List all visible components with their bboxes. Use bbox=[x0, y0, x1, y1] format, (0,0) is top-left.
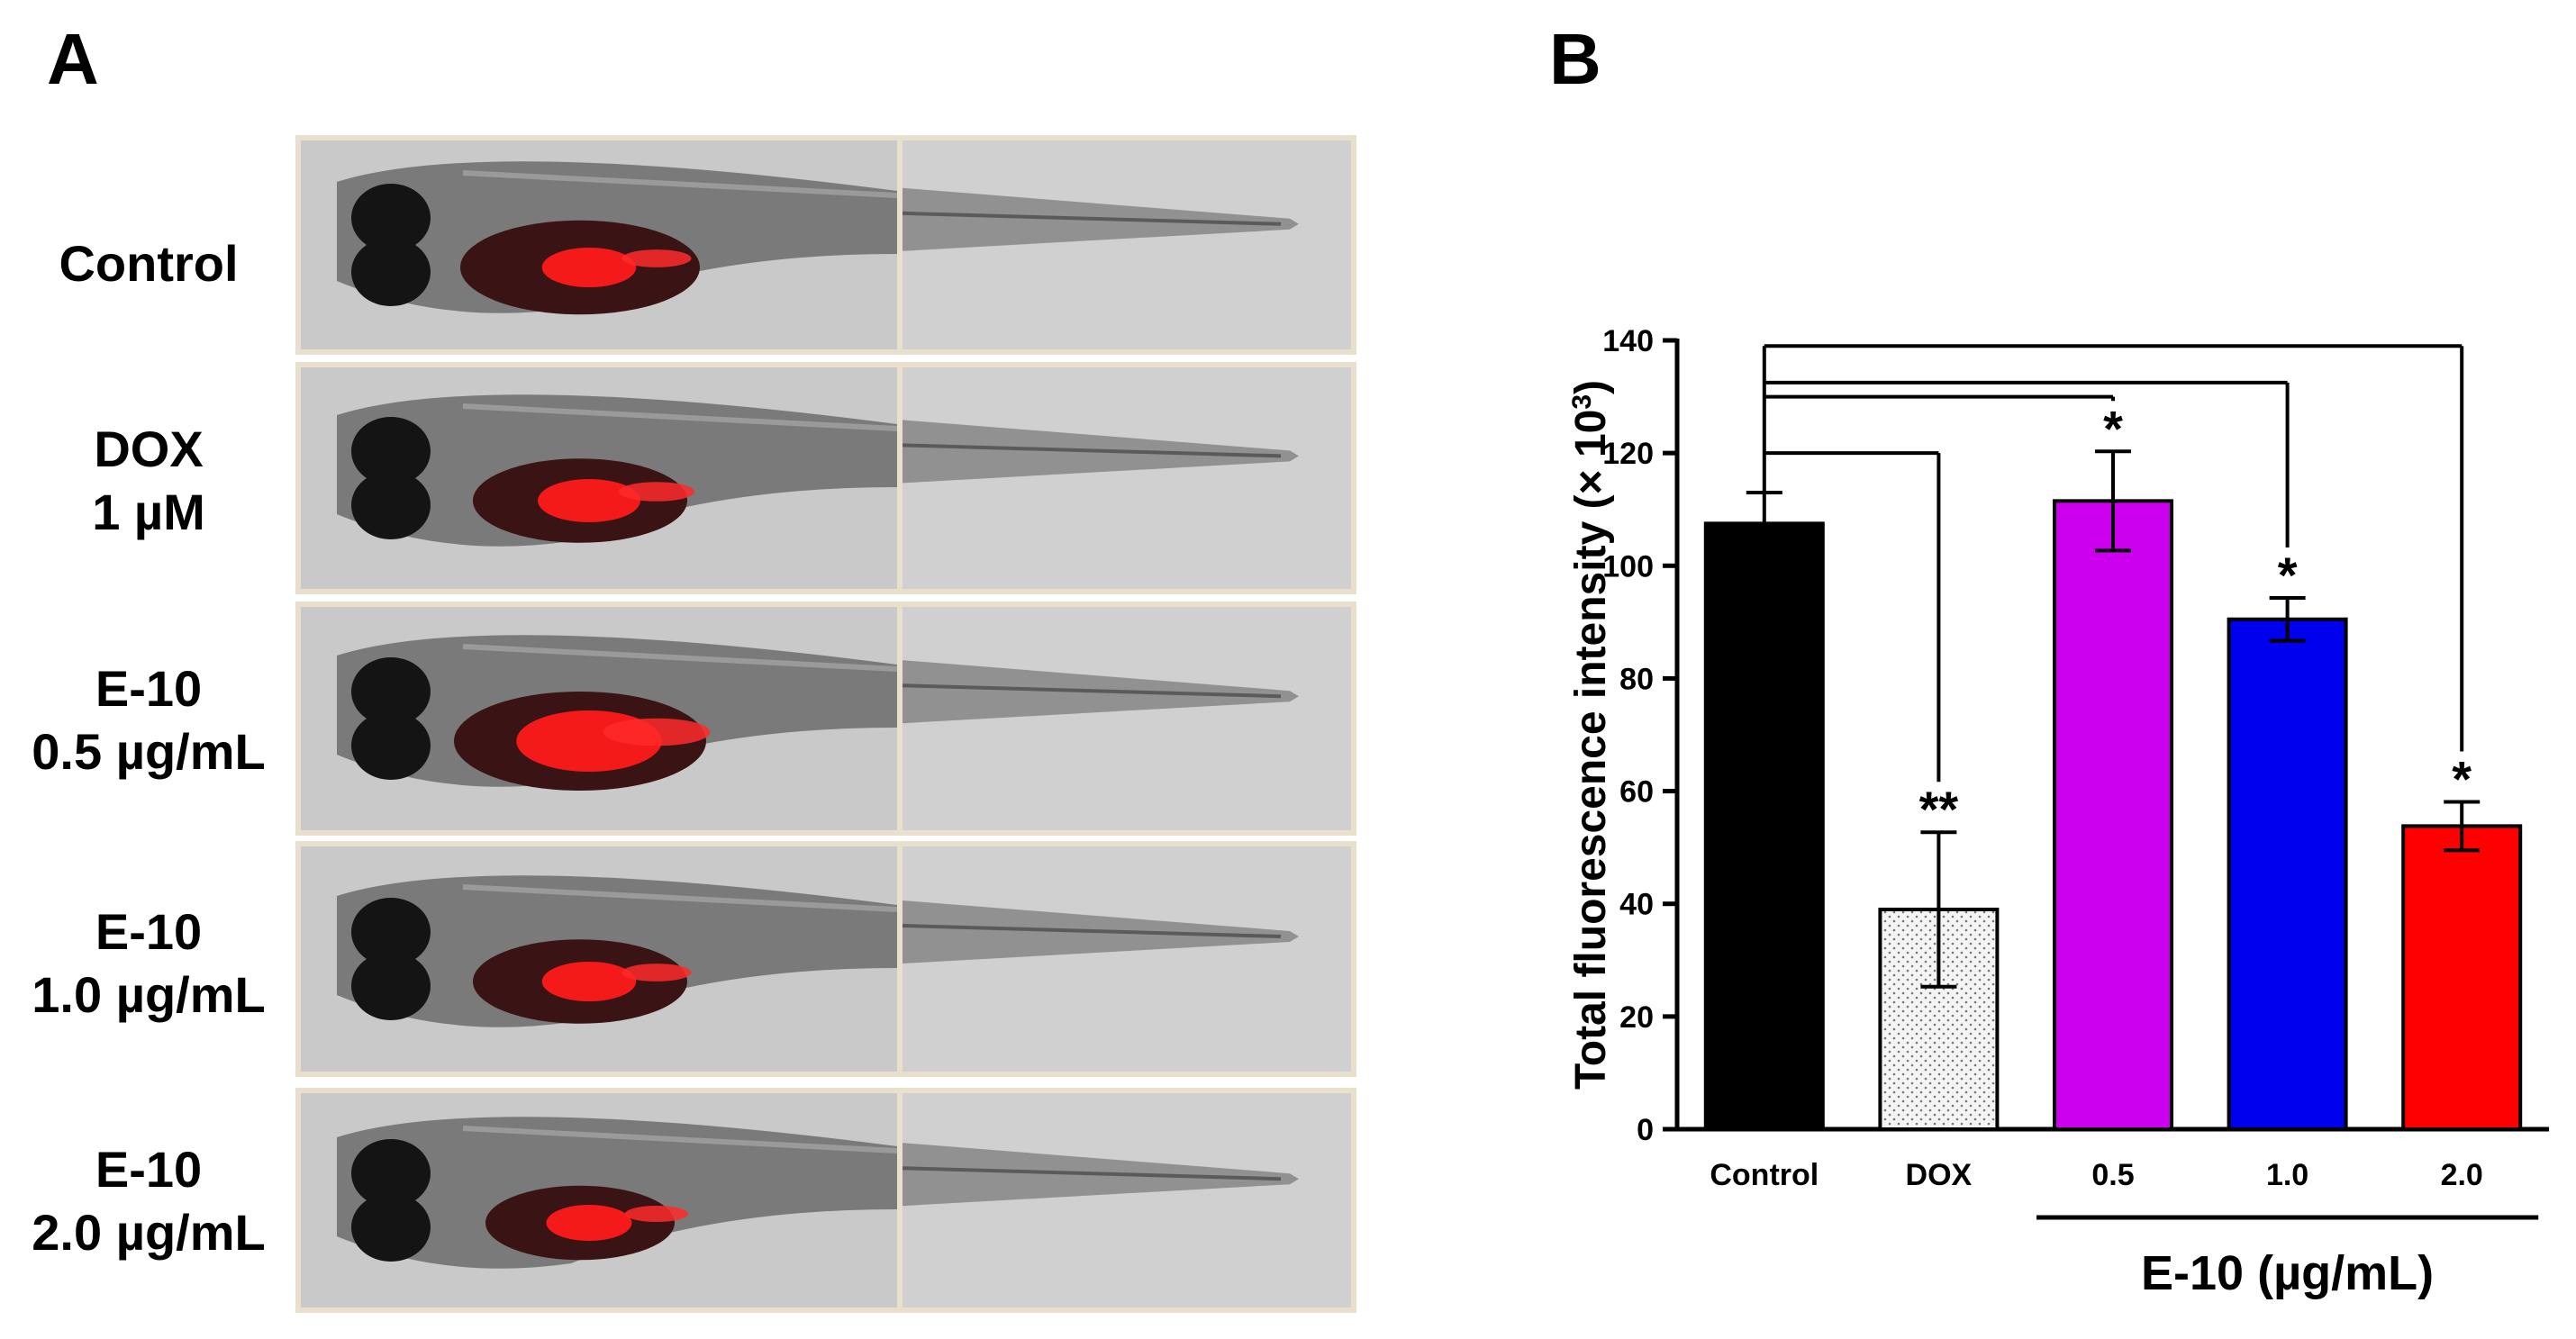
zebrafish-image-row bbox=[295, 841, 1356, 1077]
panel-a-letter: A bbox=[47, 19, 99, 99]
zebrafish-head-image bbox=[301, 1093, 897, 1307]
y-tick-label: 120 bbox=[1602, 437, 1654, 471]
x-tick-label: 0.5 bbox=[2091, 1158, 2134, 1192]
zebrafish-tail-image bbox=[903, 140, 1351, 349]
y-tick-label: 100 bbox=[1602, 549, 1654, 584]
y-tick-label: 140 bbox=[1602, 324, 1654, 358]
row-label-line1: E-10 bbox=[95, 660, 203, 717]
zebrafish-image-row bbox=[295, 135, 1356, 355]
row-label-e10-05: E-10 0.5 µg/mL bbox=[0, 657, 297, 783]
significance-marker: ** bbox=[1919, 781, 1959, 837]
zebrafish-image-row bbox=[295, 362, 1356, 594]
x-tick-label: 2.0 bbox=[2441, 1158, 2483, 1192]
x-tick-label: 1.0 bbox=[2266, 1158, 2308, 1192]
x-tick-label: DOX bbox=[1906, 1158, 1973, 1192]
zebrafish-tail-image bbox=[903, 607, 1351, 830]
row-label-line1: E-10 bbox=[95, 1141, 203, 1198]
x-tick-label: Control bbox=[1710, 1158, 1819, 1192]
zebrafish-head-image bbox=[301, 846, 897, 1072]
row-label-line1: E-10 bbox=[95, 903, 203, 960]
significance-marker: * bbox=[2103, 400, 2123, 457]
row-label-dox: DOX 1 µM bbox=[0, 418, 297, 544]
y-tick-label: 40 bbox=[1619, 888, 1654, 922]
row-label-line1: DOX bbox=[94, 421, 204, 477]
zebrafish-tail-image bbox=[903, 846, 1351, 1072]
row-label-line2: 0.5 µg/mL bbox=[32, 723, 266, 780]
bar-0.5 bbox=[2053, 499, 2173, 1131]
row-label-line2: 1 µM bbox=[92, 484, 205, 540]
zebrafish-image-row bbox=[295, 602, 1356, 836]
zebrafish-image-row bbox=[295, 1088, 1356, 1313]
y-tick-label: 60 bbox=[1619, 775, 1654, 810]
zebrafish-head-image bbox=[301, 607, 897, 830]
zebrafish-tail-image bbox=[903, 367, 1351, 589]
zebrafish-head-image bbox=[301, 367, 897, 589]
row-label-line2: 2.0 µg/mL bbox=[32, 1204, 266, 1261]
y-tick-label: 80 bbox=[1619, 662, 1654, 696]
significance-marker: * bbox=[2278, 547, 2298, 603]
group-label: E-10 (µg/mL) bbox=[2141, 1246, 2434, 1300]
zebrafish-head-image bbox=[301, 140, 897, 349]
y-tick-label: 0 bbox=[1637, 1113, 1654, 1147]
bar-1.0 bbox=[2227, 617, 2348, 1131]
y-tick-label: 20 bbox=[1619, 1000, 1654, 1035]
zebrafish-tail-image bbox=[903, 1093, 1351, 1307]
row-label-line2: 1.0 µg/mL bbox=[32, 966, 266, 1023]
row-label-control: Control bbox=[0, 232, 297, 295]
row-label-e10-20: E-10 2.0 µg/mL bbox=[0, 1138, 297, 1264]
bar-2.0 bbox=[2401, 824, 2523, 1131]
bar-Control bbox=[1703, 521, 1825, 1131]
significance-marker: * bbox=[2452, 750, 2472, 807]
panel-b-letter: B bbox=[1549, 19, 1601, 99]
y-axis-label: Total fluorescence intensity (× 103) bbox=[1567, 380, 1616, 1090]
row-label-e10-10: E-10 1.0 µg/mL bbox=[0, 900, 297, 1027]
row-label-line1: Control bbox=[59, 235, 239, 292]
